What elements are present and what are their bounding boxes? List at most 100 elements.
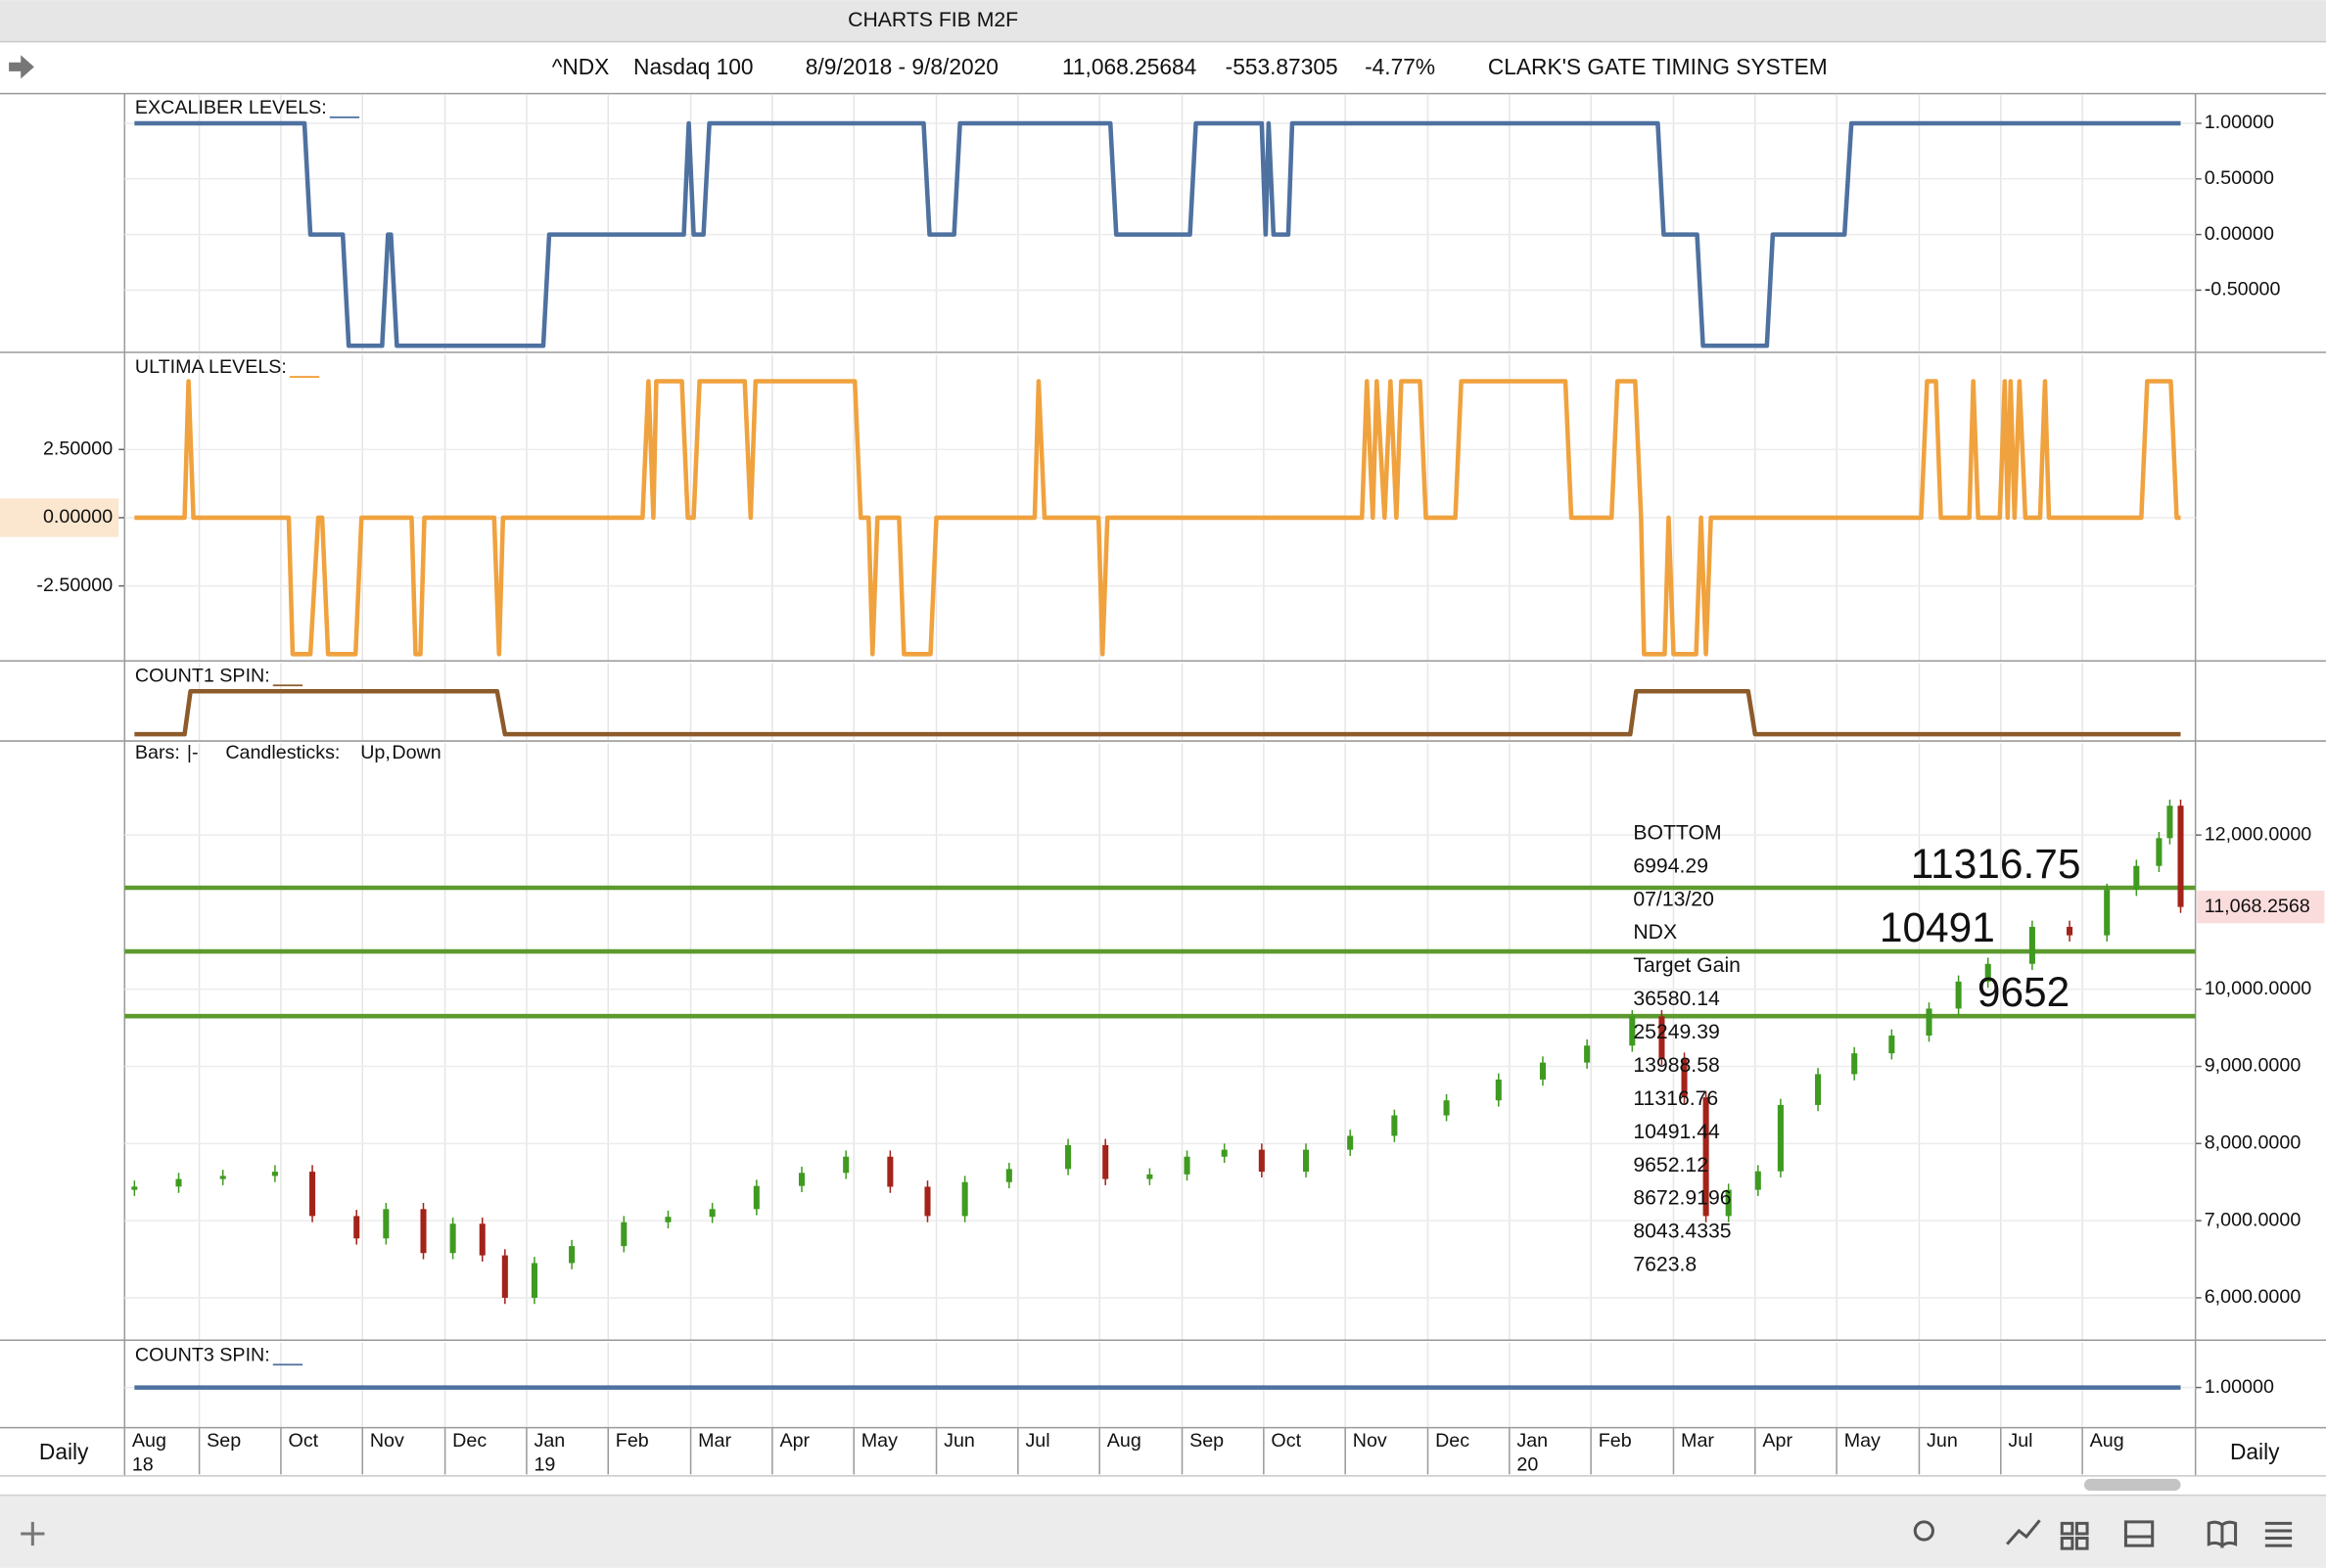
panel-title: EXCALIBER LEVELS: [135,97,327,118]
annotation: 6994.29 [1633,854,1708,877]
search-button[interactable] [1913,1520,1934,1542]
candle-body [961,1181,968,1217]
candle-body [1005,1169,1012,1182]
candle-body [501,1255,508,1298]
legend-symbol: |- [187,742,199,763]
candle-body [1347,1135,1354,1150]
price-change: -553.87305 [1226,54,1338,79]
panel-title: ULTIMA LEVELS: [135,356,287,378]
candle-body [2177,806,2184,907]
candle-body [1629,1016,1636,1046]
y-tick-label: 0.50000 [2205,167,2274,189]
last-price: 11,068.25684 [1062,54,1196,79]
x-tick-label: Jun [944,1430,975,1452]
candle-body [1584,1045,1591,1063]
toolbar-icons [21,1519,2293,1550]
annotation: 8043.4335 [1633,1221,1731,1243]
last-price-marker [2197,890,2325,924]
period-left[interactable]: Daily [39,1439,89,1464]
level-label: 11316.75 [1911,841,2081,887]
candle-body [1065,1144,1072,1170]
indicator-line [134,120,2181,348]
book-button[interactable] [2207,1520,2238,1549]
candle-body [621,1222,628,1247]
level-label: 10491 [1880,904,1995,950]
x-tick-label: Dec [1435,1430,1469,1452]
y-tick-label: 10,000.0000 [2205,978,2312,999]
candle-body [2028,926,2035,964]
x-tick-label: Apr [779,1430,810,1452]
panel: 1.00000 COUNT3 SPIN: [124,1342,2274,1427]
annotation: 13988.58 [1633,1054,1719,1077]
x-tick-label: Mar [698,1430,731,1452]
symbol: ^NDX [552,54,610,79]
grid-button[interactable] [2060,1521,2089,1550]
candle-body [353,1216,360,1239]
candle-body [1851,1053,1858,1075]
annotation: 36580.14 [1633,988,1720,1010]
candle-body [798,1173,806,1186]
status-bar [0,1495,2326,1568]
x-tick-label: Apr [1762,1430,1792,1452]
candle-body [1725,1189,1732,1217]
y-tick-label: 8,000.0000 [2205,1132,2302,1154]
candle-body [1391,1115,1398,1136]
y-tick-label: 7,000.0000 [2205,1209,2302,1230]
y-tick-label: -0.50000 [2205,279,2281,300]
x-tick-label: Oct [289,1430,319,1452]
y-tick-label: 1.00000 [2205,112,2274,133]
x-tick-label: Jan [1516,1430,1548,1452]
legend-separator: , [385,742,390,763]
y-tick-label: 9,000.0000 [2205,1055,2302,1077]
y-tick-label: -2.50000 [36,575,113,596]
add-button[interactable] [21,1521,45,1546]
legend-label: Candlesticks: [225,742,340,763]
candle-body [2166,806,2173,839]
candle-body [1926,1008,1932,1037]
year-label: 18 [132,1453,154,1475]
percent-change: -4.77% [1365,54,1435,79]
x-tick-label: Jan [534,1430,565,1452]
date-range: 8/9/2018 - 9/8/2020 [806,54,999,79]
annotation: BOTTOM [1633,821,1721,844]
panel: 12,000.0000 10,000.0000 9,000.0000 8,000.00… [124,742,2325,1340]
candle-body [1146,1174,1153,1179]
menu-button[interactable] [2264,1521,2293,1547]
chart-button[interactable] [2006,1519,2041,1545]
x-tick-label: Feb [616,1430,649,1452]
x-tick-label: Aug [1107,1430,1141,1452]
x-tick-label: Sep [1189,1430,1224,1452]
x-tick-label: Aug [2090,1430,2124,1452]
symbol-name: Nasdaq 100 [633,54,754,79]
year-label: 20 [1516,1453,1538,1475]
annotation: 11316.76 [1633,1087,1718,1110]
candle-body [2133,865,2140,891]
tick-highlight [0,498,119,537]
annotation: 8672.9196 [1633,1187,1731,1210]
scrollbar-thumb[interactable] [2084,1478,2181,1492]
panel-title: COUNT3 SPIN: [135,1344,270,1365]
x-tick-label: Nov [1353,1430,1387,1452]
x-tick-label: May [861,1430,898,1452]
year-label: 19 [534,1453,555,1475]
nav-arrow[interactable] [9,55,34,79]
indicator-line [134,688,2181,737]
annotation: 9652.12 [1633,1154,1708,1176]
candle-body [219,1176,226,1179]
annotation: 10491.44 [1633,1121,1720,1143]
candle-body [1495,1079,1502,1101]
candle-body [449,1223,456,1254]
candle-body [1754,1171,1761,1190]
x-tick-label: Sep [207,1430,241,1452]
candle-body [383,1209,390,1239]
annotation: Target Gain [1633,954,1741,977]
title-bar [0,0,2326,42]
legend-down: Down [392,742,441,763]
x-tick-label: Jul [2008,1430,2032,1452]
layout-button[interactable] [2123,1520,2155,1547]
candle-body [1681,1058,1688,1098]
candle-body [1888,1036,1895,1054]
period-right[interactable]: Daily [2230,1439,2280,1464]
annotation: 07/13/20 [1633,888,1714,910]
candle-body [1258,1149,1265,1173]
